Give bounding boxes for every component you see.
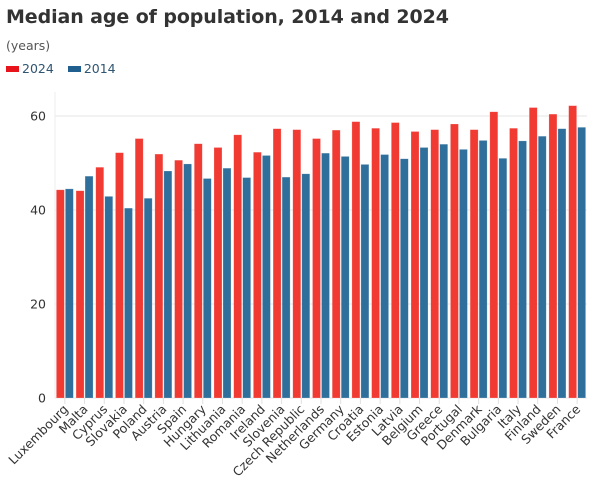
- legend-swatch-2024: [6, 65, 19, 72]
- y-tick-label: 0: [38, 391, 46, 406]
- bar-2024-luxembourg[interactable]: [56, 189, 65, 399]
- bar-2014-italy[interactable]: [518, 140, 527, 399]
- y-tick-label: 20: [30, 297, 46, 312]
- bar-2024-italy[interactable]: [509, 127, 518, 399]
- chart-subtitle: (years): [6, 38, 51, 53]
- bar-2024-malta[interactable]: [75, 190, 85, 399]
- bar-2014-estonia[interactable]: [380, 154, 389, 399]
- bar-2014-greece[interactable]: [439, 143, 449, 399]
- bar-2024-belgium[interactable]: [410, 131, 420, 399]
- bar-2014-bulgaria[interactable]: [498, 158, 508, 399]
- bar-2024-hungary[interactable]: [193, 143, 203, 399]
- bar-2024-denmark[interactable]: [469, 129, 479, 399]
- bar-2014-malta[interactable]: [84, 175, 94, 399]
- bar-2014-poland[interactable]: [143, 197, 153, 399]
- bar-2014-luxembourg[interactable]: [65, 188, 74, 399]
- bar-2024-romania[interactable]: [233, 134, 242, 399]
- bar-2024-france[interactable]: [568, 105, 577, 399]
- legend-item-2024[interactable]: 2024: [6, 61, 54, 76]
- bar-2024-poland[interactable]: [134, 138, 144, 399]
- bar-2014-lithuania[interactable]: [222, 167, 232, 399]
- bar-2024-croatia[interactable]: [351, 121, 361, 399]
- bar-2014-france[interactable]: [577, 126, 586, 399]
- chart-title: Median age of population, 2014 and 2024: [6, 6, 449, 28]
- bar-2014-belgium[interactable]: [419, 147, 429, 399]
- bar-2024-germany[interactable]: [331, 129, 341, 399]
- bar-2014-latvia[interactable]: [400, 158, 409, 399]
- bar-2014-spain[interactable]: [183, 163, 192, 399]
- legend-label-2014: 2014: [83, 61, 116, 76]
- bar-2024-ireland[interactable]: [253, 151, 262, 399]
- bar-2024-bulgaria[interactable]: [489, 111, 499, 399]
- bar-2014-czech-republic[interactable]: [301, 173, 311, 399]
- bar-2024-slovenia[interactable]: [272, 128, 282, 399]
- legend-swatch-2014: [67, 65, 81, 72]
- bar-2024-greece[interactable]: [430, 129, 440, 399]
- bar-2024-netherlands[interactable]: [312, 138, 321, 399]
- bar-2014-croatia[interactable]: [360, 164, 370, 399]
- y-tick-label: 60: [30, 109, 46, 124]
- bar-2014-cyprus[interactable]: [104, 196, 114, 399]
- bar-2014-romania[interactable]: [242, 177, 251, 399]
- bar-2014-netherlands[interactable]: [321, 152, 330, 399]
- bar-2024-spain[interactable]: [174, 159, 183, 399]
- bar-2024-latvia[interactable]: [391, 122, 400, 399]
- bar-2024-cyprus[interactable]: [95, 166, 105, 399]
- legend-label-2024: 2024: [22, 61, 54, 76]
- bar-2024-slovakia[interactable]: [115, 152, 124, 399]
- bar-2014-slovakia[interactable]: [124, 207, 133, 399]
- bar-2014-hungary[interactable]: [202, 178, 212, 399]
- bar-2014-ireland[interactable]: [262, 155, 271, 399]
- bar-2014-finland[interactable]: [537, 135, 547, 399]
- legend: 2024 2014: [6, 61, 130, 76]
- bar-2024-portugal[interactable]: [450, 123, 459, 399]
- bar-2014-slovenia[interactable]: [281, 176, 291, 399]
- bar-2014-sweden[interactable]: [557, 128, 567, 399]
- bar-2024-finland[interactable]: [528, 107, 538, 399]
- y-tick-label: 40: [30, 203, 46, 218]
- bar-2014-germany[interactable]: [340, 156, 350, 399]
- x-tick-label: Luxembourg: [5, 402, 71, 468]
- bar-2024-czech-republic[interactable]: [292, 129, 302, 399]
- bar-2014-denmark[interactable]: [478, 140, 488, 399]
- bar-2014-austria[interactable]: [163, 170, 173, 399]
- bar-2014-portugal[interactable]: [459, 149, 468, 399]
- bar-2024-sweden[interactable]: [548, 113, 558, 399]
- bar-2024-estonia[interactable]: [371, 127, 380, 399]
- legend-item-2014[interactable]: 2014: [67, 61, 116, 76]
- bar-2024-lithuania[interactable]: [213, 147, 223, 399]
- bar-2024-austria[interactable]: [154, 153, 164, 399]
